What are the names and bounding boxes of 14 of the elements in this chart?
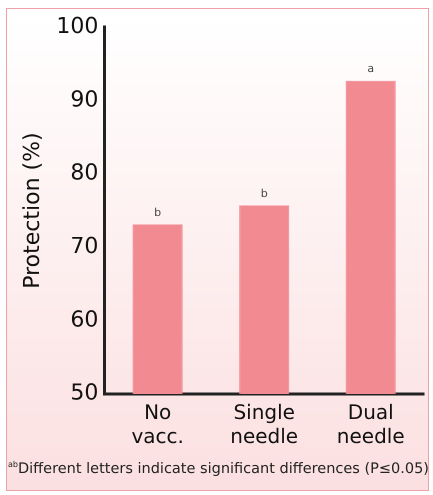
text: $^{ab}$Different letters indicate significant differences (P≤0.05)	[8, 460, 429, 477]
x-tick-label: No vacc.	[131, 400, 184, 448]
y-tick-label: 50	[70, 380, 98, 406]
y-tick-label: 100	[56, 14, 98, 39]
annotation: b	[260, 186, 268, 200]
x-tick-label: Single needle	[230, 400, 298, 448]
y-tick-label: 80	[70, 160, 98, 186]
x-tick-label: Dual needle	[336, 400, 405, 448]
annotation: b	[154, 206, 162, 219]
annotation: a	[367, 62, 374, 76]
y-tick-label: 70	[70, 234, 98, 259]
y-tick-label: 90	[70, 87, 98, 112]
y-axis-title: Protection (%)	[20, 132, 45, 289]
y-tick-label: 60	[70, 307, 98, 332]
